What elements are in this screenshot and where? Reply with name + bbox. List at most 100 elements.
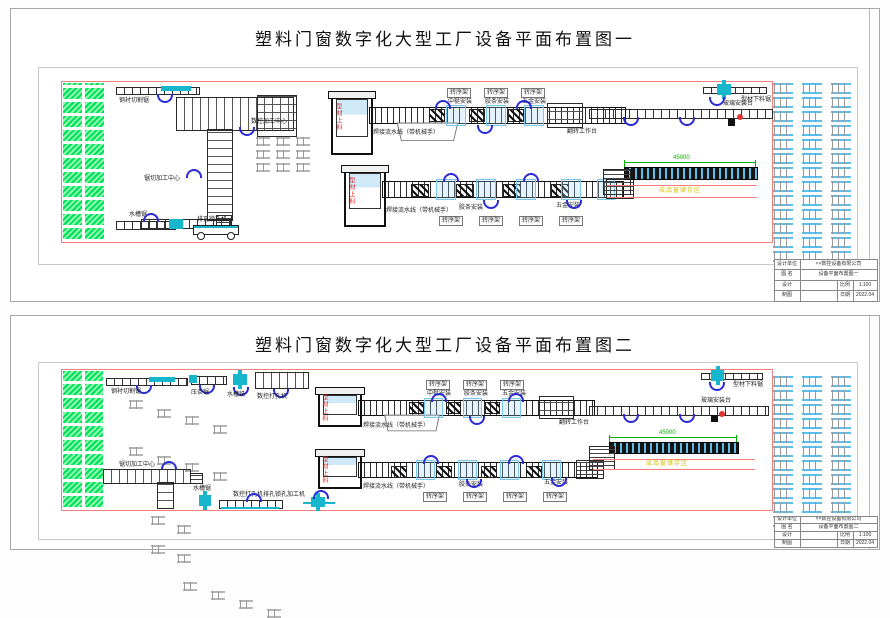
storage-rack: [831, 432, 851, 443]
storage-zone-line: [607, 185, 757, 186]
rotate-arc-icon: [523, 173, 539, 182]
storage-rack: [802, 474, 822, 485]
line-segment: [469, 109, 485, 122]
tb-date-label: 日期: [836, 538, 854, 548]
label-sink-saw: 水槽锯: [129, 212, 148, 218]
cnc-center-right: [257, 95, 297, 137]
sheet-2-title: 塑料门窗数字化大型工厂设备平面布置图二: [255, 336, 635, 355]
storage-rack-grid-top: [773, 83, 851, 192]
label-weld-line-2: 焊接流水线（带机械手）: [386, 208, 453, 214]
sheet-1-title: 塑料门窗数字化大型工厂设备平面布置图一: [255, 30, 635, 49]
storage-rack: [773, 418, 793, 429]
station-box: [476, 179, 496, 200]
station-box: [436, 179, 456, 200]
storage-rack: [773, 195, 793, 206]
transfer-rack-label: 转序架: [479, 216, 504, 226]
label-saw-center: 锯切加工中心: [144, 176, 181, 182]
label-weld-line-2: 焊接流水线（带机械手）: [363, 484, 430, 490]
storage-rack: [802, 404, 822, 415]
gray-rack: [239, 600, 253, 609]
storage-loader: [589, 446, 615, 470]
storage-rack: [802, 460, 822, 471]
drawing-frame: [38, 67, 858, 265]
storage-rack: [296, 137, 310, 146]
gray-rack: [177, 554, 191, 563]
storage-rack: [831, 97, 851, 108]
storage-rack: [276, 137, 290, 146]
operator-box: [728, 119, 735, 126]
label-bead-saw: 压条锯: [191, 390, 210, 396]
label-lock-mill: 排孔锁孔加工机: [263, 492, 306, 498]
label-saw-center: 锯切加工中心: [119, 462, 156, 468]
profile-saw-head: [711, 370, 724, 381]
storage-rack: [831, 376, 851, 387]
transfer-rack-label: 转序架: [519, 216, 544, 226]
profile-saw-conveyor: [703, 87, 767, 94]
storage-rack: [256, 150, 270, 159]
gray-rack: [185, 416, 199, 425]
station-label-hardware: 五金安装: [522, 99, 547, 105]
storage-rack: [802, 209, 822, 220]
gray-rack: [129, 400, 143, 409]
storage-rack: [802, 125, 822, 136]
label-profile-saw: 型材下料锯: [741, 97, 772, 103]
station-box: [516, 179, 536, 200]
storage-rack: [773, 153, 793, 164]
operator-box: [711, 415, 718, 422]
transfer-rack-label: 转序架: [543, 492, 568, 502]
line-segment: [409, 402, 424, 414]
welding-machine-2: [315, 449, 365, 489]
tb-draft-value: [799, 290, 838, 302]
drill-machine-top: [255, 372, 309, 389]
title-block: 设计单位 ××数控设备有限公司 图 名 设备平面布置图一 设计 比例 1:100…: [773, 258, 878, 302]
storage-rack: [831, 460, 851, 471]
storage-rack: [831, 181, 851, 192]
gray-rack: [177, 525, 191, 534]
storage-rack: [802, 390, 822, 401]
gray-rack: [185, 463, 199, 472]
gray-rack: [211, 591, 225, 600]
transfer-rack-label: 转序架: [503, 492, 528, 502]
gray-rack: [151, 516, 165, 525]
welding-machine-1: [328, 91, 376, 155]
storage-rack: [773, 432, 793, 443]
storage-rack: [773, 111, 793, 122]
storage-rack: [831, 237, 851, 248]
storage-rack: [831, 153, 851, 164]
storage-rack: [802, 153, 822, 164]
line-segment: [391, 466, 407, 478]
flip-table-machine: [547, 103, 583, 128]
station-box: [486, 105, 506, 126]
storage-rack: [773, 167, 793, 178]
transfer-rack-label: 转序架: [559, 216, 584, 226]
label-steel-saw: 钢衬切割锯: [111, 389, 142, 395]
title-block: 设计单位 ××数控设备有限公司 图 名 设备平面布置图二 设计 比例 1:100…: [773, 515, 878, 548]
profile-storage-hatch: [63, 83, 107, 239]
workshop-outline: [61, 369, 773, 511]
storage-rack: [256, 137, 270, 146]
feed-area-label: 型材上料: [348, 177, 354, 205]
tb-date-label: 日期: [836, 290, 854, 302]
storage-zone-line: [593, 459, 755, 460]
rotate-arc-icon: [443, 173, 459, 182]
transfer-rack-label: 转序架: [439, 216, 464, 226]
steel-saw-conveyor: [106, 378, 188, 386]
steel-saw-head: [161, 86, 191, 91]
gray-rack: [213, 425, 227, 434]
station-label-gasket: 胶条安装: [464, 391, 489, 397]
storage-rack: [831, 195, 851, 206]
drawing-frame: [38, 362, 858, 540]
station-box: [458, 460, 477, 480]
storage-rack: [802, 502, 822, 513]
dimension-text: 45000: [659, 430, 676, 436]
gray-rack-group: [256, 137, 310, 172]
rotate-arc-icon: [186, 169, 202, 178]
storage-rack: [831, 125, 851, 136]
marker-dot: [719, 411, 725, 417]
label-mill-machine: 水槽铣: [227, 392, 246, 398]
tb-draft-label: 制图: [773, 290, 801, 302]
rotate-arc-icon: [435, 100, 451, 109]
storage-rack: [773, 139, 793, 150]
lock-mill-bar: [303, 502, 335, 504]
station-box: [542, 460, 561, 480]
